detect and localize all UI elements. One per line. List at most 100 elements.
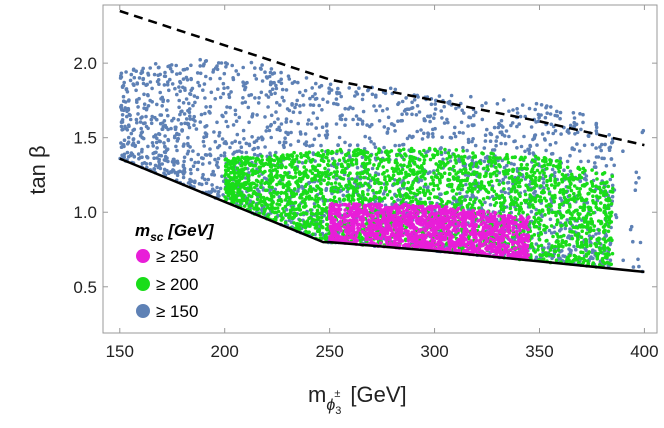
- data-point: [351, 153, 356, 158]
- data-point: [457, 228, 461, 232]
- data-point: [584, 197, 589, 202]
- data-point: [201, 139, 206, 144]
- data-point: [215, 185, 219, 190]
- data-point: [234, 69, 238, 73]
- data-point: [339, 149, 343, 153]
- data-point: [423, 200, 427, 205]
- data-point: [445, 190, 449, 195]
- data-point: [480, 117, 485, 122]
- data-point: [580, 205, 584, 210]
- data-point: [166, 113, 170, 118]
- data-point: [163, 123, 168, 128]
- data-point: [363, 196, 367, 200]
- data-point: [191, 149, 195, 153]
- data-point: [471, 137, 475, 141]
- data-point: [206, 177, 211, 182]
- data-point: [572, 116, 577, 120]
- data-point: [602, 185, 606, 190]
- data-point: [317, 204, 321, 209]
- data-point: [250, 203, 254, 208]
- data-point: [249, 60, 254, 65]
- data-point: [150, 114, 154, 119]
- data-point: [452, 131, 457, 136]
- data-point: [405, 107, 410, 111]
- data-point: [264, 180, 269, 185]
- data-point: [370, 166, 375, 171]
- data-point: [121, 99, 126, 103]
- data-point: [535, 143, 539, 147]
- data-point: [586, 261, 591, 266]
- data-point: [252, 73, 257, 78]
- data-point: [513, 139, 517, 143]
- data-point: [272, 158, 277, 163]
- data-point: [572, 191, 576, 196]
- data-point: [158, 121, 163, 126]
- data-point: [317, 103, 322, 108]
- data-point: [285, 184, 290, 188]
- data-point: [204, 181, 209, 185]
- data-point: [367, 173, 372, 178]
- data-point: [288, 163, 292, 167]
- data-point: [196, 80, 200, 85]
- data-point: [360, 122, 365, 126]
- data-point: [235, 160, 240, 164]
- data-point: [431, 155, 436, 160]
- data-point: [465, 148, 469, 153]
- data-point: [225, 105, 229, 109]
- data-point: [426, 131, 430, 135]
- data-point: [320, 149, 324, 153]
- data-point: [252, 169, 256, 174]
- data-point: [332, 189, 337, 194]
- data-point: [567, 247, 571, 251]
- data-point: [502, 134, 507, 138]
- data-point: [293, 187, 297, 191]
- data-point: [337, 197, 342, 201]
- data-point: [511, 179, 515, 184]
- plot-frame: [102, 4, 658, 334]
- data-point: [591, 198, 595, 203]
- data-point: [354, 162, 359, 166]
- data-point: [503, 141, 508, 146]
- data-point: [174, 144, 178, 149]
- data-point: [574, 247, 578, 252]
- data-point: [277, 125, 281, 130]
- data-point: [302, 165, 307, 169]
- data-point: [297, 176, 302, 181]
- data-point: [222, 86, 226, 90]
- data-point: [314, 225, 319, 229]
- data-point: [515, 189, 519, 193]
- data-point: [594, 146, 598, 150]
- data-point: [442, 171, 447, 175]
- data-point: [237, 178, 242, 182]
- data-point: [305, 154, 309, 159]
- data-point: [121, 143, 126, 147]
- data-point: [529, 234, 534, 239]
- data-point: [545, 104, 549, 108]
- data-point: [298, 171, 303, 176]
- data-point: [606, 184, 611, 189]
- data-point: [461, 171, 465, 176]
- data-point: [230, 159, 235, 163]
- data-point: [540, 132, 545, 136]
- data-point: [413, 156, 418, 160]
- data-point: [539, 103, 544, 107]
- data-point: [327, 90, 332, 94]
- data-point: [285, 107, 290, 111]
- data-point: [547, 211, 551, 215]
- data-point: [304, 195, 309, 199]
- data-point: [511, 184, 516, 189]
- data-point: [590, 250, 594, 255]
- data-point: [231, 196, 236, 200]
- data-point: [471, 182, 475, 186]
- data-point: [502, 172, 506, 176]
- data-point: [167, 88, 171, 93]
- data-point: [575, 226, 580, 230]
- data-point: [511, 108, 515, 112]
- data-point: [188, 117, 193, 121]
- data-point: [243, 161, 248, 166]
- data-point: [215, 120, 219, 125]
- data-point: [312, 202, 317, 206]
- data-point: [224, 157, 229, 161]
- data-point: [343, 117, 348, 122]
- data-point: [507, 109, 511, 113]
